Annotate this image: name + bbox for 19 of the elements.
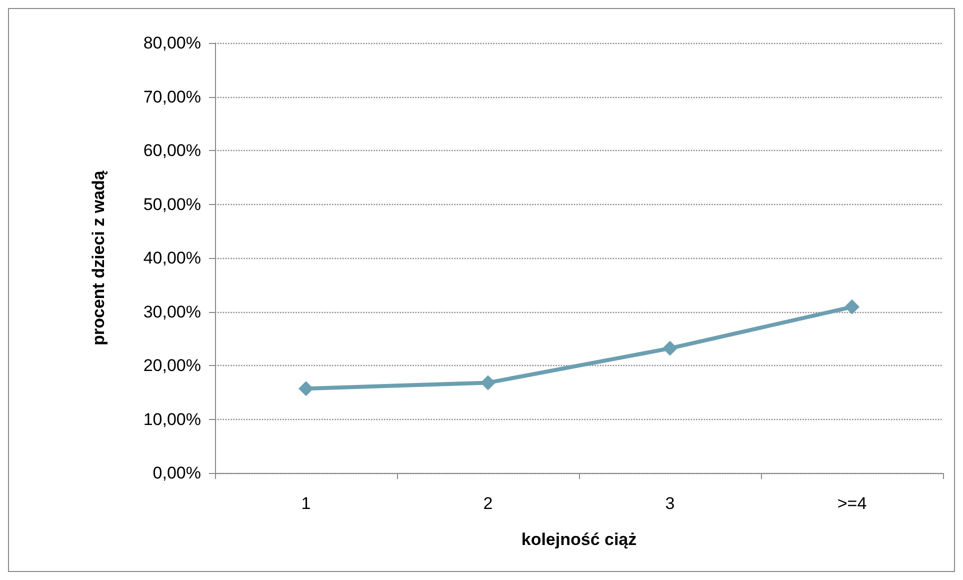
point (662, 340, 678, 356)
point (844, 299, 860, 314)
y-axis-title: procent dzieci z wadą (89, 170, 108, 346)
y-tick-label: 0,00% (152, 464, 201, 482)
y-tick-label: 50,00% (143, 194, 201, 214)
x-tick-label: >=4 (837, 494, 867, 513)
y-tick-label: 80,00% (143, 34, 201, 52)
x-tick-label: 2 (483, 494, 493, 513)
y-tick-label: 10,00% (143, 410, 201, 429)
y-tick-label: 70,00% (143, 87, 201, 106)
y-tick-label: 40,00% (143, 248, 201, 268)
y-tick-label: 30,00% (143, 302, 201, 322)
x-tick-label: 3 (665, 494, 675, 513)
y-tick-label: 60,00% (143, 141, 201, 160)
point (480, 375, 496, 390)
point (298, 381, 314, 396)
x-axis-title: kolejność ciąż (521, 530, 637, 549)
x-tick-label: 1 (301, 494, 311, 513)
y-tick-label: 20,00% (143, 356, 201, 375)
